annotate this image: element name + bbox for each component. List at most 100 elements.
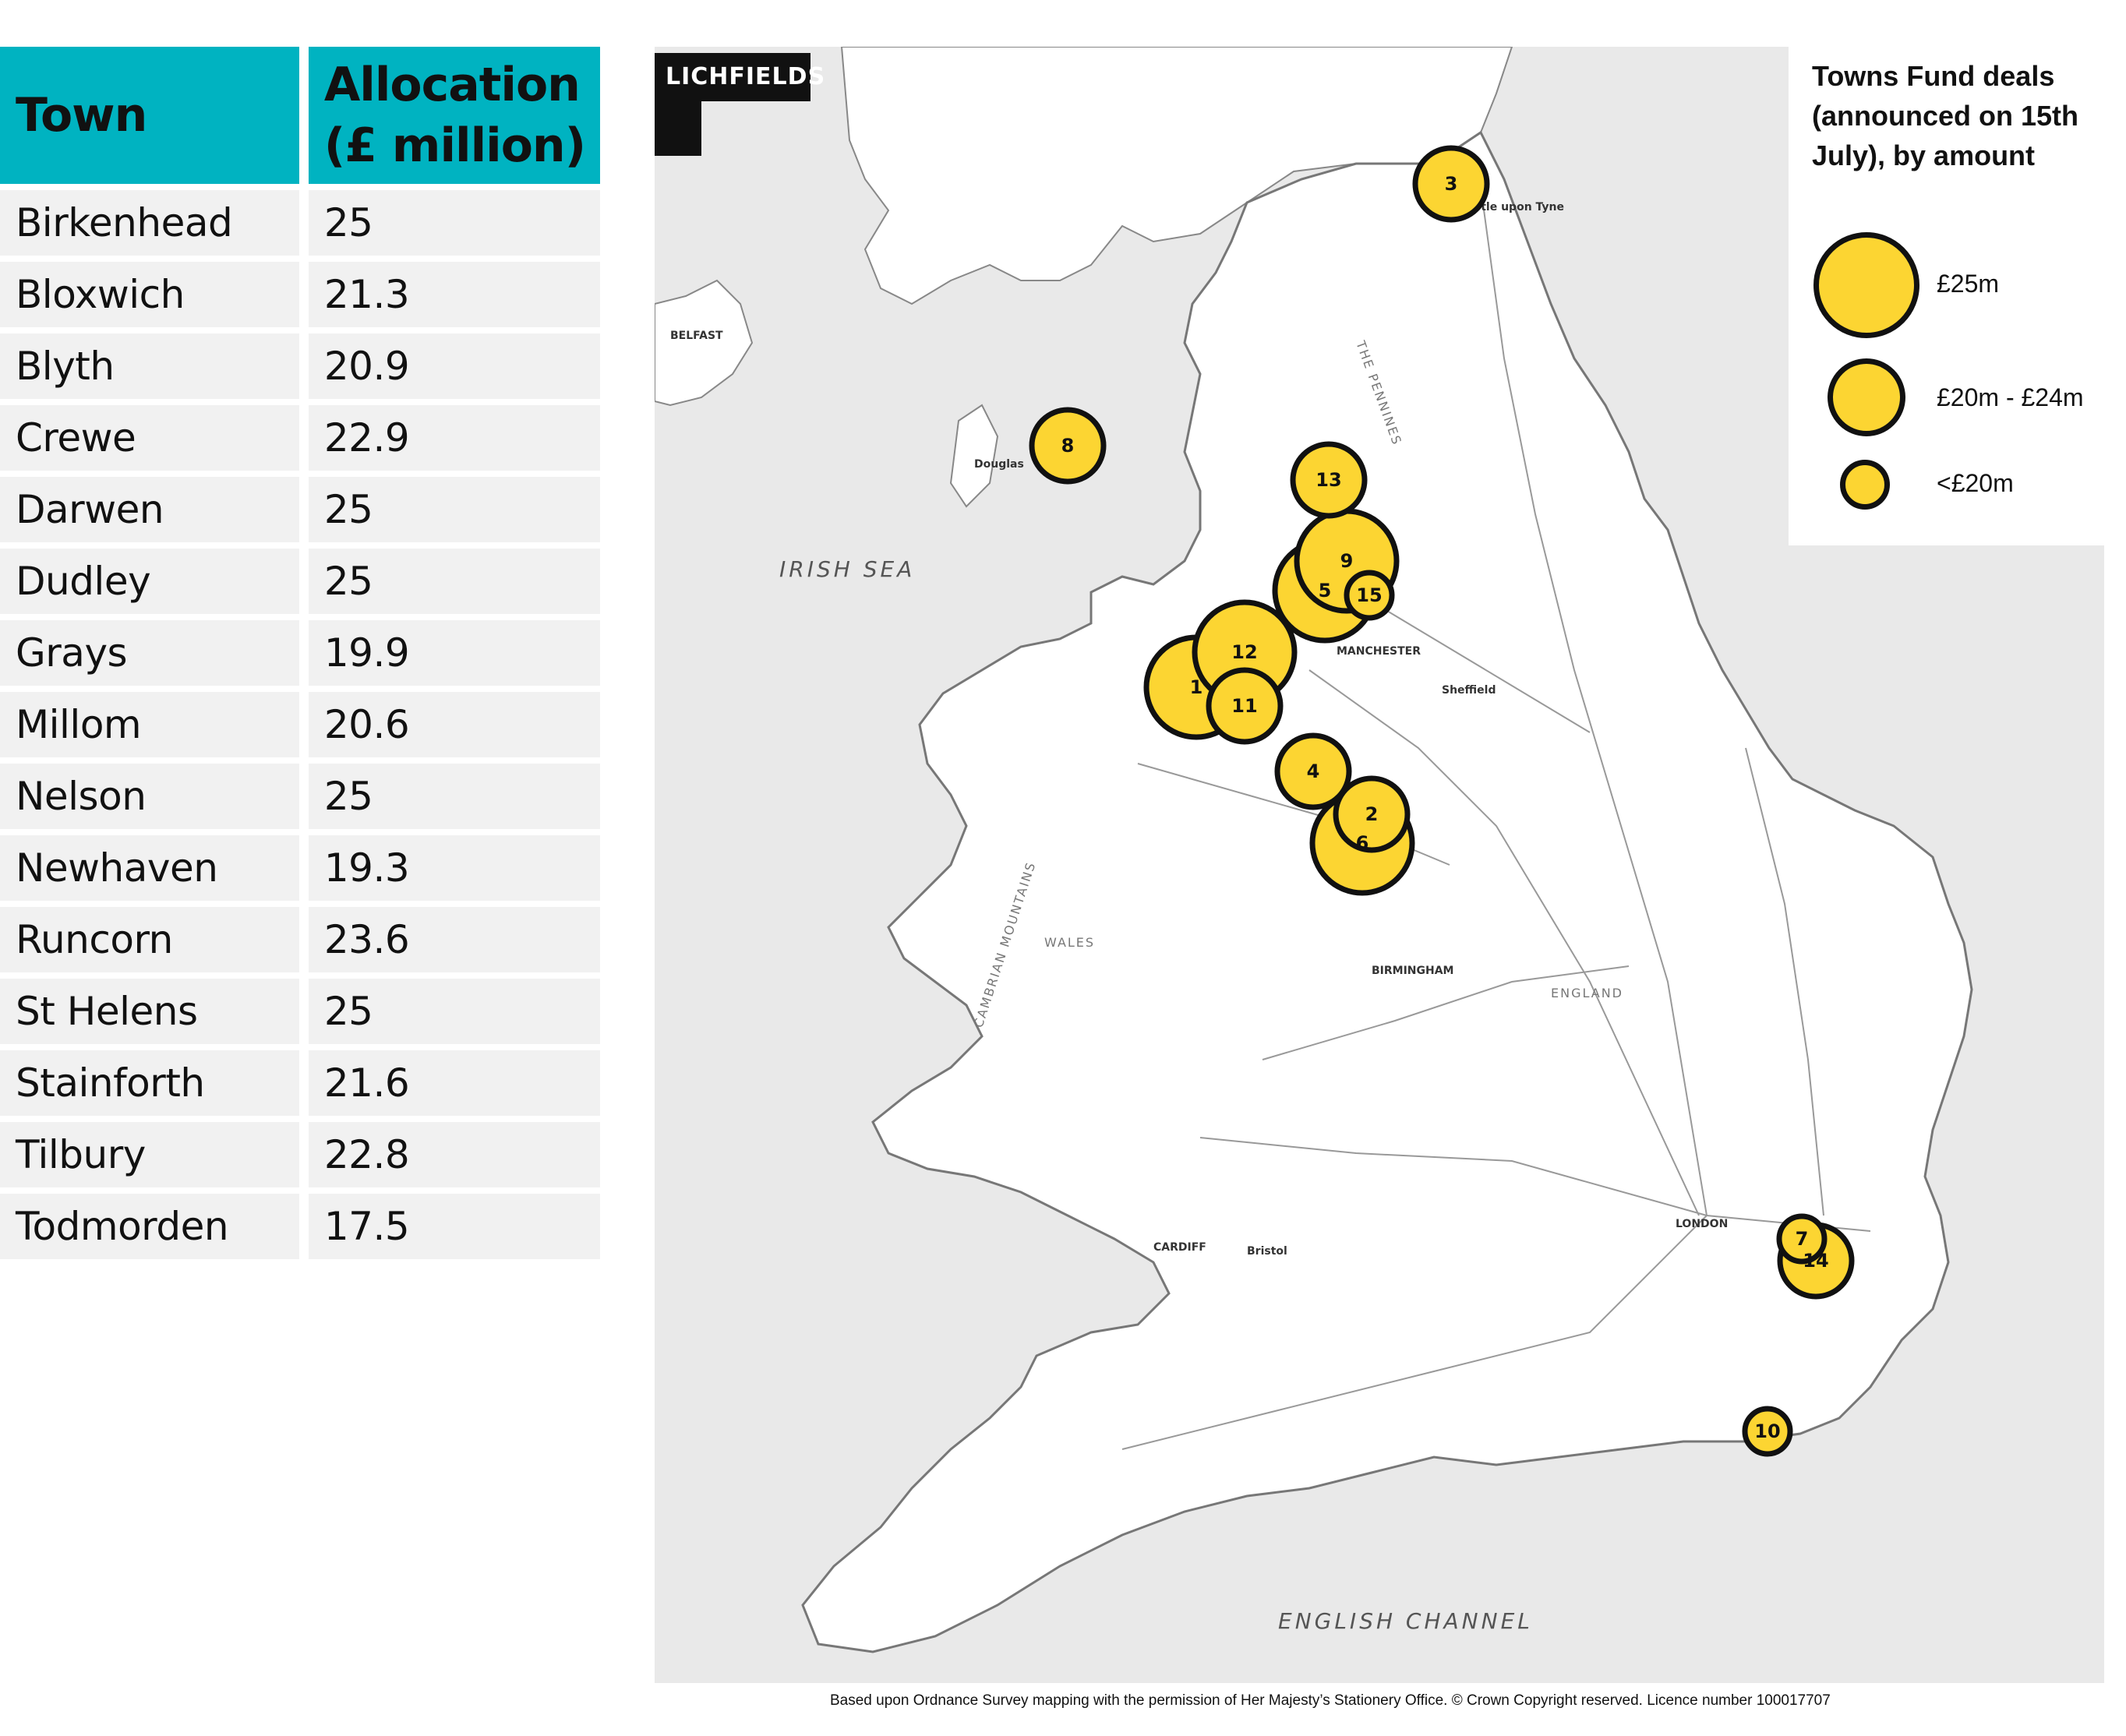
allocation-cell: 25 bbox=[308, 764, 600, 829]
town-cell: Todmorden bbox=[0, 1194, 309, 1259]
copyright-credit: Based upon Ordnance Survey mapping with … bbox=[830, 1692, 1831, 1709]
allocation-table: Town Allocation (£ million) Birkenhead 25… bbox=[0, 41, 600, 1265]
irish-sea-label: IRISH SEA bbox=[779, 556, 915, 582]
marker-label: 14 bbox=[1803, 1250, 1828, 1272]
road-network bbox=[1121, 186, 1871, 1450]
town-cell: Dudley bbox=[0, 549, 309, 614]
marker-label: 8 bbox=[1061, 435, 1075, 457]
town-cell: Darwen bbox=[0, 477, 309, 542]
table-row: Grays 19.9 bbox=[0, 620, 600, 686]
table-row: Birkenhead 25 bbox=[0, 190, 600, 256]
marker-label: 9 bbox=[1340, 550, 1354, 572]
marker-bubble bbox=[1274, 732, 1352, 810]
marker-label: 1 bbox=[1190, 676, 1203, 698]
town-column-header: Town bbox=[0, 47, 309, 184]
marker-bubble bbox=[1412, 145, 1490, 223]
town-cell: Grays bbox=[0, 620, 309, 686]
birmingham-label: BIRMINGHAM bbox=[1372, 965, 1454, 977]
legend-label-large: £25m bbox=[1937, 270, 2000, 298]
table-row: Runcorn 23.6 bbox=[0, 907, 600, 972]
legend-circle-small bbox=[1840, 460, 1890, 510]
marker-label: 3 bbox=[1445, 173, 1458, 195]
allocation-cell: 20.9 bbox=[308, 333, 600, 399]
table-row: Millom 20.6 bbox=[0, 692, 600, 757]
table-row: Blyth 20.9 bbox=[0, 333, 600, 399]
legend-circle-large bbox=[1813, 232, 1919, 338]
legend-circle-medium bbox=[1828, 358, 1905, 436]
marker-label: 6 bbox=[1356, 832, 1369, 854]
northern-ireland-landmass bbox=[655, 279, 754, 407]
england-wales-landmass bbox=[801, 130, 1973, 1653]
table-row: Stainforth 21.6 bbox=[0, 1050, 600, 1116]
allocation-cell: 19.9 bbox=[308, 620, 600, 686]
marker-bubble bbox=[1029, 407, 1107, 485]
allocation-cell: 21.3 bbox=[308, 262, 600, 327]
town-cell: Nelson bbox=[0, 764, 309, 829]
cardiff-label: CARDIFF bbox=[1153, 1241, 1206, 1254]
table-row: Todmorden 17.5 bbox=[0, 1194, 600, 1259]
marker-label: 12 bbox=[1231, 641, 1257, 663]
allocation-cell: 20.6 bbox=[308, 692, 600, 757]
table-row: Newhaven 19.3 bbox=[0, 835, 600, 901]
table-row: Bloxwich 21.3 bbox=[0, 262, 600, 327]
marker-label: 4 bbox=[1307, 760, 1320, 782]
town-cell: Millom bbox=[0, 692, 309, 757]
belfast-label: BELFAST bbox=[670, 330, 723, 342]
wales-label: WALES bbox=[1044, 935, 1095, 950]
town-cell: Crewe bbox=[0, 405, 309, 471]
manchester-label: MANCHESTER bbox=[1337, 645, 1421, 658]
allocation-cell: 25 bbox=[308, 190, 600, 256]
marker-bubble bbox=[1776, 1213, 1828, 1265]
town-cell: Newhaven bbox=[0, 835, 309, 901]
legend: Towns Fund deals (announced on 15th July… bbox=[1789, 47, 2116, 545]
bristol-label: Bristol bbox=[1247, 1245, 1287, 1258]
marker-label: 2 bbox=[1365, 803, 1379, 825]
marker-label: 7 bbox=[1796, 1228, 1809, 1250]
allocation-cell: 19.3 bbox=[308, 835, 600, 901]
isle-of-man-landmass bbox=[949, 404, 999, 508]
legend-label-medium: £20m - £24m bbox=[1937, 383, 2084, 411]
table-row: Nelson 25 bbox=[0, 764, 600, 829]
marker-bubble bbox=[1344, 570, 1395, 621]
lichfields-logo: LICHFIELDS bbox=[655, 53, 825, 156]
allocation-cell: 22.8 bbox=[308, 1122, 600, 1187]
marker-label: 5 bbox=[1319, 580, 1332, 602]
town-cell: Birkenhead bbox=[0, 190, 309, 256]
table-row: Darwen 25 bbox=[0, 477, 600, 542]
allocation-header-line1: Allocation bbox=[323, 58, 581, 112]
town-cell: Tilbury bbox=[0, 1122, 309, 1187]
london-label: LONDON bbox=[1676, 1218, 1728, 1230]
marker-bubble bbox=[1333, 775, 1411, 853]
allocation-cell: 22.9 bbox=[308, 405, 600, 471]
marker-label: 13 bbox=[1316, 469, 1341, 491]
town-cell: Stainforth bbox=[0, 1050, 309, 1116]
table-row: Crewe 22.9 bbox=[0, 405, 600, 471]
english-channel-label: ENGLISH CHANNEL bbox=[1278, 1608, 1533, 1634]
allocation-column-header: Allocation (£ million) bbox=[308, 47, 600, 184]
marker-label: 11 bbox=[1231, 695, 1257, 717]
marker-bubble bbox=[1290, 441, 1368, 519]
marker-bubble bbox=[1206, 667, 1284, 745]
legend-title: Towns Fund deals (announced on 15th July… bbox=[1812, 60, 2078, 171]
allocation-cell: 25 bbox=[308, 549, 600, 614]
allocation-cell: 21.6 bbox=[308, 1050, 600, 1116]
allocation-cell: 23.6 bbox=[308, 907, 600, 972]
sheffield-label: Sheffield bbox=[1442, 684, 1496, 697]
table-row: St Helens 25 bbox=[0, 979, 600, 1044]
douglas-label: Douglas bbox=[974, 458, 1024, 471]
table-body: Birkenhead 25 Bloxwich 21.3 Blyth 20.9 Crewe 22… bbox=[0, 190, 600, 1259]
marker-label: 15 bbox=[1356, 584, 1382, 606]
england-label: ENGLAND bbox=[1551, 986, 1623, 1000]
svg-text:LICHFIELDS: LICHFIELDS bbox=[666, 63, 825, 90]
table-header-row: Town Allocation (£ million) bbox=[0, 47, 600, 184]
table-row: Tilbury 22.8 bbox=[0, 1122, 600, 1187]
allocation-cell: 25 bbox=[308, 477, 600, 542]
table-row: Dudley 25 bbox=[0, 549, 600, 614]
legend-label-small: <£20m bbox=[1937, 469, 2014, 497]
town-cell: Runcorn bbox=[0, 907, 309, 972]
marker-label: 10 bbox=[1754, 1420, 1780, 1442]
town-cell: St Helens bbox=[0, 979, 309, 1044]
town-cell: Bloxwich bbox=[0, 262, 309, 327]
allocation-header-line2: (£ million) bbox=[323, 118, 586, 173]
